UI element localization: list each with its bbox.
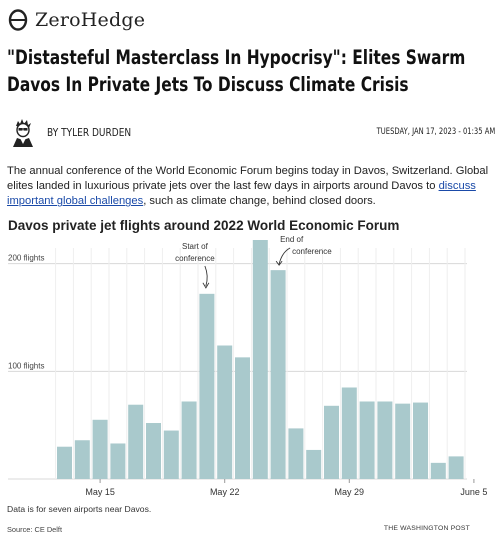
y-tick-label: 100 flights <box>8 361 44 370</box>
chart-bar <box>74 440 90 479</box>
annotation-label: conference <box>292 247 332 256</box>
x-tick-label: May 29 <box>335 487 365 497</box>
annotation-label: Start of <box>182 242 209 251</box>
chart-bar <box>217 345 233 479</box>
chart-credit: THE WASHINGTON POST <box>383 525 470 532</box>
chart-bar <box>146 423 161 479</box>
site-name[interactable]: ZeroHedge <box>35 9 146 31</box>
x-tick-label: May 15 <box>85 487 115 497</box>
chart-bar <box>199 293 215 479</box>
chart-bar <box>341 387 357 479</box>
chart-bar <box>430 462 446 479</box>
chart-bar <box>270 270 286 479</box>
chart-bar <box>92 419 108 479</box>
chart-bar <box>395 403 411 479</box>
chart-note: Data is for seven airports near Davos. <box>7 504 152 514</box>
annotation-arrow <box>278 247 291 265</box>
y-tick-label: 200 flights <box>8 254 44 263</box>
discuss-link[interactable]: discuss important global challenges <box>7 180 476 208</box>
chart-bar <box>57 446 72 479</box>
chart-bar <box>306 449 322 479</box>
publish-date: TUESDAY, JAN 17, 2023 - 01:35 AM <box>376 127 495 137</box>
chart-bar <box>288 428 304 479</box>
body-text-before: The annual conference of the World Econo… <box>7 165 489 193</box>
byline: BY TYLER DURDEN TUESDAY, JAN 17, 2023 - … <box>7 114 495 150</box>
article-headline: "Distasteful Masterclass In Hypocrisy": … <box>7 46 466 96</box>
theta-logo-icon[interactable] <box>7 9 29 31</box>
article-body: The annual conference of the World Econo… <box>7 164 493 210</box>
annotation-label: End of <box>280 235 304 244</box>
x-tick-label: June 5 <box>460 487 487 497</box>
chart-bar <box>235 357 250 479</box>
chart-bar <box>163 430 179 479</box>
chart-bar <box>377 401 393 479</box>
chart-bar <box>324 405 339 479</box>
body-text-after: , such as climate change, behind closed … <box>143 195 376 208</box>
bar-chart: 100 flights 200 flights May 15 May 22 May 29… <box>8 235 487 497</box>
author-name[interactable]: BY TYLER DURDEN <box>47 125 132 139</box>
chart-figure: 100 flights 200 flights May 15 May 22 May 29… <box>0 214 500 540</box>
chart-bar <box>181 401 197 479</box>
chart-bar <box>128 404 144 479</box>
chart-bar <box>413 402 428 479</box>
annotation-arrow <box>204 265 208 286</box>
chart-bar <box>252 240 268 479</box>
annotation-arrowhead <box>202 282 210 289</box>
site-header: ZeroHedge <box>0 0 500 40</box>
chart-bar <box>448 456 464 479</box>
chart-bar <box>359 401 375 479</box>
annotation-arrowhead <box>275 260 283 266</box>
author-avatar-icon[interactable] <box>7 116 39 148</box>
chart-bar <box>110 443 126 479</box>
x-tick-label: May 22 <box>210 487 240 497</box>
chart-source: Source: CE Delft <box>7 525 63 534</box>
annotation-label: conference <box>175 254 215 263</box>
chart-title: Davos private jet flights around 2022 Wo… <box>8 218 400 233</box>
